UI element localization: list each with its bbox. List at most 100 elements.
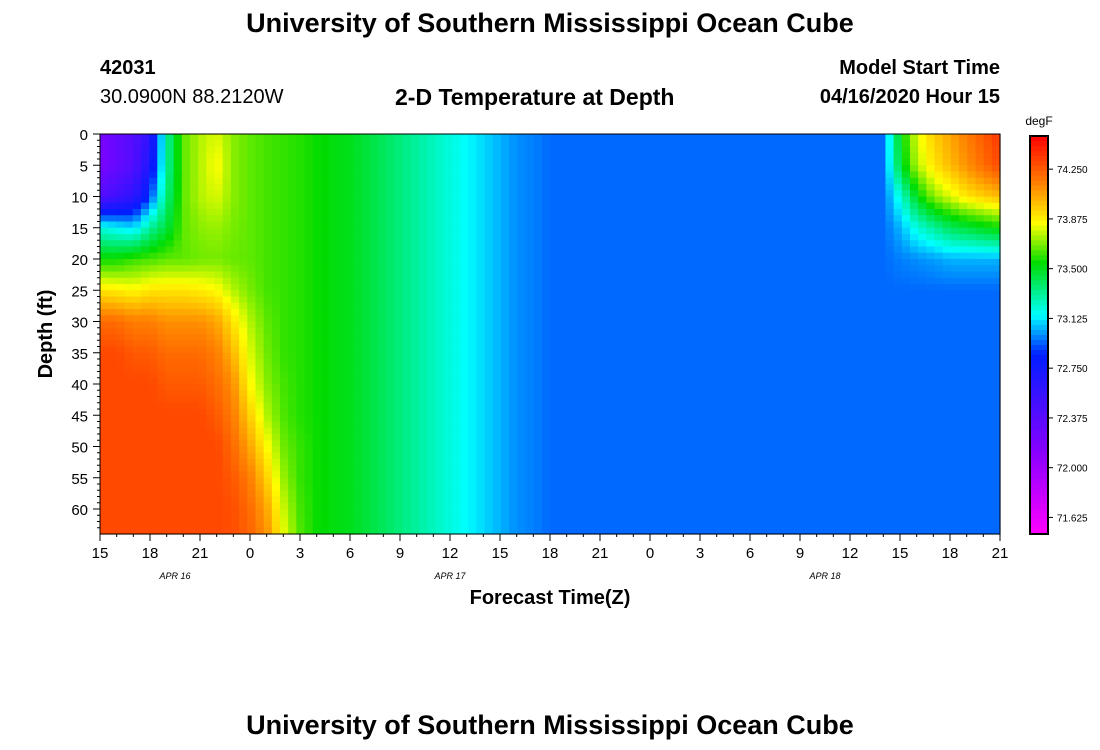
heat-cell <box>844 252 854 260</box>
heat-cell <box>451 259 461 266</box>
heat-cell <box>525 334 535 341</box>
heat-cell <box>214 271 224 279</box>
heat-cell <box>918 190 927 198</box>
heat-cell <box>230 390 240 398</box>
heat-cell <box>942 309 952 316</box>
heat-cell <box>967 302 977 310</box>
heat-cell <box>762 390 772 398</box>
heat-cell <box>239 196 248 204</box>
heat-cell <box>950 340 960 348</box>
heat-cell <box>263 190 273 198</box>
heat-cell <box>550 396 559 404</box>
heat-cell <box>157 152 167 160</box>
heat-cell <box>770 140 780 148</box>
heat-cell <box>435 177 445 185</box>
heat-cell <box>419 415 428 423</box>
heat-cell <box>991 346 1001 354</box>
heat-cell <box>582 390 592 398</box>
heat-cell <box>860 340 870 348</box>
heat-cell <box>239 202 248 210</box>
heat-cell <box>509 352 518 360</box>
heat-cell <box>623 177 633 185</box>
heat-cell <box>222 252 232 260</box>
heat-cell <box>672 246 682 254</box>
heat-cell <box>975 202 985 210</box>
heat-cell <box>910 315 919 323</box>
heat-cell <box>942 377 952 385</box>
heat-cell <box>329 409 338 416</box>
heat-cell <box>918 340 927 348</box>
heat-cell <box>648 190 657 198</box>
heat-cell <box>648 277 657 285</box>
heat-cell <box>582 384 592 391</box>
heat-cell <box>787 215 797 223</box>
heat-cell <box>296 277 306 285</box>
heat-cell <box>288 340 297 348</box>
heat-cell <box>271 190 281 198</box>
heat-cell <box>263 296 273 304</box>
heat-cell <box>869 202 878 210</box>
heat-cell <box>893 259 903 266</box>
heat-cell <box>312 146 322 154</box>
heat-cell <box>304 352 314 360</box>
heat-cell <box>410 165 420 173</box>
heat-cell <box>967 184 977 191</box>
heat-cell <box>959 334 968 341</box>
heat-cell <box>680 334 690 341</box>
heat-cell <box>100 271 109 279</box>
heat-cell <box>140 340 150 348</box>
heat-cell <box>590 177 600 185</box>
heat-cell <box>181 284 191 291</box>
heat-cell <box>329 196 338 204</box>
heat-cell <box>672 259 682 266</box>
heat-cell <box>468 234 477 241</box>
heat-cell <box>509 327 518 335</box>
heat-cell <box>975 284 985 291</box>
heat-cell <box>206 196 216 204</box>
heat-cell <box>116 415 126 423</box>
heat-cell <box>803 159 813 166</box>
heat-cell <box>607 402 617 410</box>
heat-cell <box>230 271 240 279</box>
heat-cell <box>762 171 772 179</box>
heat-cell <box>713 365 723 373</box>
heat-cell <box>386 177 396 185</box>
heat-cell <box>746 340 756 348</box>
heat-cell <box>967 327 977 335</box>
heat-cell <box>885 196 895 204</box>
heat-cell <box>288 409 297 416</box>
heat-cell <box>288 190 297 198</box>
heat-cell <box>140 321 150 329</box>
heat-cell <box>779 384 788 391</box>
heat-cell <box>476 146 486 154</box>
heat-cell <box>869 221 878 229</box>
heat-cell <box>280 171 289 179</box>
heat-cell <box>918 327 927 335</box>
heat-cell <box>828 252 837 260</box>
heat-cell <box>541 196 551 204</box>
heat-cell <box>116 146 126 154</box>
heat-cell <box>869 146 878 154</box>
heat-cell <box>533 190 543 198</box>
heat-cell <box>631 296 641 304</box>
heat-cell <box>697 202 707 210</box>
heat-cell <box>271 365 281 373</box>
heat-cell <box>443 246 453 254</box>
heat-cell <box>140 221 150 229</box>
heat-cell <box>181 334 191 341</box>
heat-cell <box>500 140 510 148</box>
heat-cell <box>918 152 927 160</box>
heat-cell <box>991 409 1001 416</box>
heat-cell <box>738 290 747 298</box>
heat-cell <box>983 246 993 254</box>
heat-cell <box>288 134 297 141</box>
heat-cell <box>386 327 396 335</box>
heat-cell <box>427 409 437 416</box>
heat-cell <box>901 184 911 191</box>
heat-cell <box>124 259 134 266</box>
heat-cell <box>910 234 919 241</box>
heat-cell <box>386 265 396 273</box>
heat-cell <box>877 302 887 310</box>
heat-cell <box>746 259 756 266</box>
heat-cell <box>280 134 289 141</box>
